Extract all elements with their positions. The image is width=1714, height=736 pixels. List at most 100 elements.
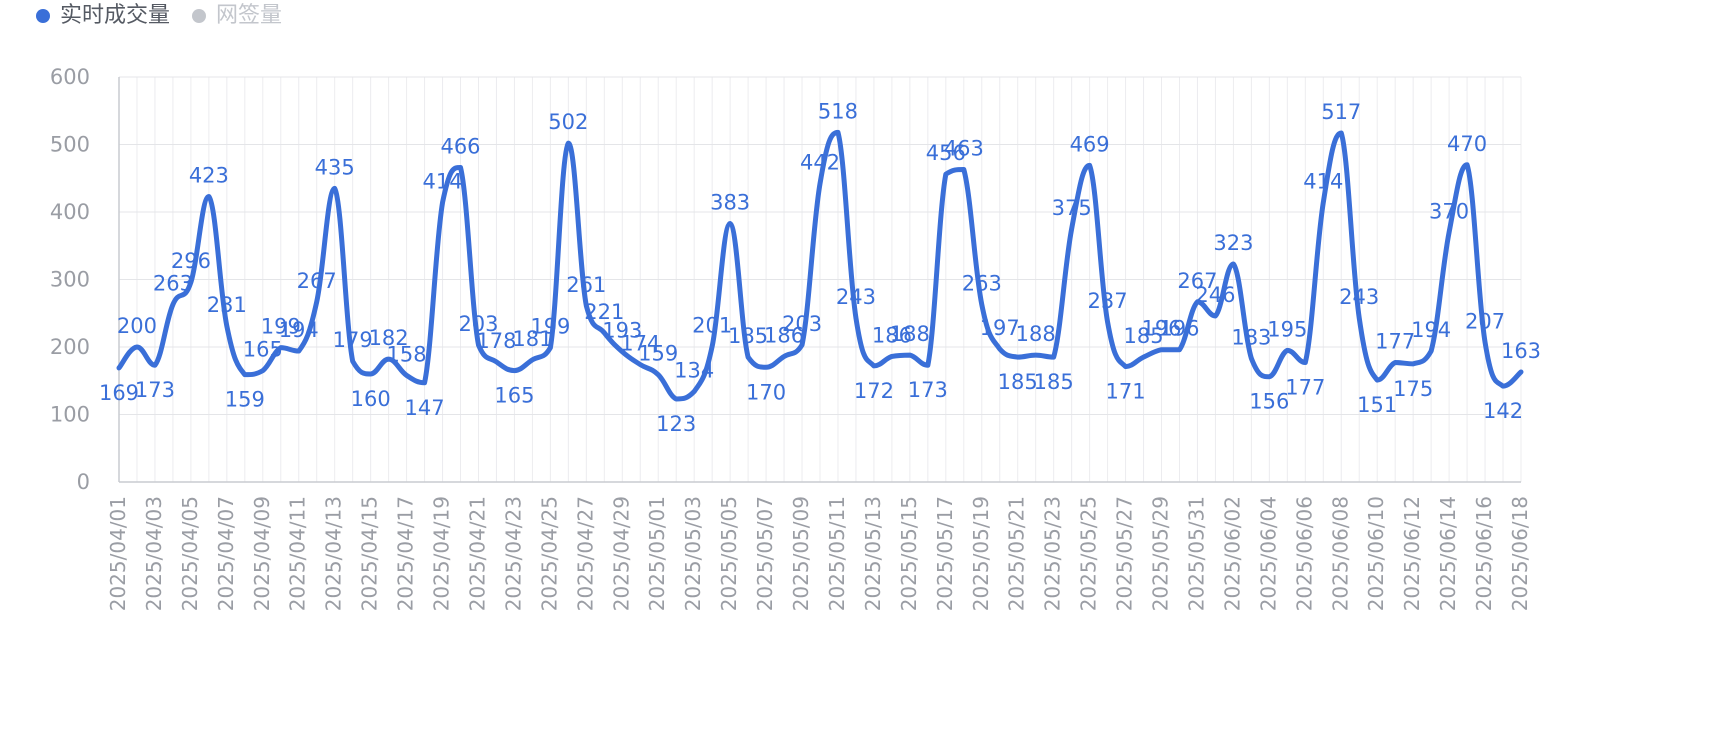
- x-tick-label: 2025/05/31: [1184, 496, 1208, 611]
- data-label: 442: [800, 151, 840, 175]
- x-tick-label: 2025/04/21: [465, 496, 489, 611]
- x-tick-label: 2025/05/29: [1149, 496, 1173, 611]
- data-label: 173: [908, 378, 948, 402]
- data-label: 261: [566, 273, 606, 297]
- data-label: 186: [764, 323, 804, 347]
- legend-marker-realtime-volume: [36, 9, 50, 23]
- x-tick-label: 2025/06/02: [1220, 496, 1244, 611]
- x-tick-label: 2025/04/29: [609, 496, 633, 611]
- y-tick-label: 200: [50, 335, 90, 359]
- data-label: 172: [854, 379, 894, 403]
- data-label: 207: [1465, 309, 1505, 333]
- data-label: 174: [620, 332, 660, 356]
- x-tick-label: 2025/04/15: [358, 496, 382, 611]
- series-layer: [116, 129, 1524, 402]
- data-label: 170: [746, 380, 786, 404]
- x-tick-label: 2025/06/10: [1364, 496, 1388, 611]
- x-tick-label: 2025/04/17: [394, 496, 418, 611]
- data-label: 147: [405, 396, 445, 420]
- x-tick-label: 2025/05/03: [681, 496, 705, 611]
- data-label: 267: [1177, 269, 1217, 293]
- data-label: 186: [872, 323, 912, 347]
- data-label: 179: [333, 328, 373, 352]
- data-label: 188: [890, 322, 930, 346]
- data-label: 470: [1447, 132, 1487, 156]
- x-tick-label: 2025/04/23: [501, 496, 525, 611]
- data-label: 123: [656, 412, 696, 436]
- data-label: 267: [297, 269, 337, 293]
- data-label: 163: [1501, 339, 1541, 363]
- data-label: 414: [422, 170, 462, 194]
- x-tick-label: 2025/06/12: [1400, 496, 1424, 611]
- data-label: 165: [243, 338, 283, 362]
- x-tick-label: 2025/06/18: [1508, 496, 1532, 611]
- x-axis: 2025/04/01 2025/04/03 2025/04/05 2025/04/07…: [106, 481, 1532, 611]
- data-label: 181: [512, 327, 552, 351]
- data-label: 182: [369, 326, 409, 350]
- data-label: 517: [1321, 100, 1361, 124]
- legend-label-realtime-volume: 实时成交量: [60, 3, 171, 28]
- data-label: 243: [1339, 285, 1379, 309]
- legend-item-contract-volume[interactable]: 网签量: [192, 2, 282, 30]
- data-label: 296: [171, 249, 211, 273]
- data-label: 323: [1213, 231, 1253, 255]
- data-label: 193: [602, 319, 642, 343]
- data-label: 178: [476, 329, 516, 353]
- data-label: 159: [638, 342, 678, 366]
- data-label: 195: [1267, 317, 1307, 341]
- data-label: 160: [351, 387, 391, 411]
- data-label: 469: [1070, 132, 1110, 156]
- x-tick-label: 2025/06/16: [1472, 496, 1496, 611]
- data-label: 151: [1357, 393, 1397, 417]
- data-label: 165: [494, 384, 534, 408]
- data-label: 185: [998, 370, 1038, 394]
- legend-marker-contract-volume: [192, 9, 207, 23]
- data-label: 197: [980, 316, 1020, 340]
- data-label: 196: [1141, 317, 1181, 341]
- grid-lines: [118, 76, 1522, 483]
- y-tick-label: 400: [50, 200, 90, 224]
- data-label: 134: [674, 359, 714, 383]
- data-label: 177: [1285, 376, 1325, 400]
- data-label: 200: [117, 314, 157, 338]
- data-label: 199: [530, 315, 570, 339]
- x-tick-label: 2025/04/07: [214, 496, 238, 611]
- x-tick-label: 2025/04/01: [106, 496, 130, 611]
- y-tick-label: 300: [50, 268, 90, 292]
- data-label: 502: [548, 110, 588, 134]
- data-label: 243: [836, 285, 876, 309]
- data-label: 466: [440, 134, 480, 158]
- data-label: 370: [1429, 199, 1469, 223]
- x-tick-label: 2025/05/13: [861, 496, 885, 611]
- x-tick-label: 2025/04/19: [430, 496, 454, 611]
- data-label: 383: [710, 190, 750, 214]
- data-label: 414: [1303, 170, 1343, 194]
- x-tick-label: 2025/06/08: [1328, 496, 1352, 611]
- data-label: 237: [1088, 289, 1128, 313]
- data-label: 456: [926, 141, 966, 165]
- data-label: 185: [728, 324, 768, 348]
- legend-item-realtime-volume[interactable]: 实时成交量: [36, 2, 170, 30]
- data-label: 518: [818, 99, 858, 123]
- x-tick-label: 2025/05/11: [825, 496, 849, 611]
- data-label: 263: [962, 271, 1002, 295]
- data-label: 156: [1249, 390, 1289, 414]
- x-tick-label: 2025/06/06: [1292, 496, 1316, 611]
- series-line-realtime-volume: [116, 129, 1524, 402]
- data-label: 203: [782, 312, 822, 336]
- x-tick-label: 2025/05/15: [897, 496, 921, 611]
- data-label: 201: [692, 313, 732, 337]
- data-label: 231: [207, 293, 247, 317]
- data-label: 185: [1123, 324, 1163, 348]
- data-label: 221: [584, 300, 624, 324]
- x-tick-label: 2025/04/09: [250, 496, 274, 611]
- x-tick-label: 2025/04/25: [537, 496, 561, 611]
- data-label: 188: [1016, 322, 1056, 346]
- data-label: 375: [1052, 196, 1092, 220]
- legend-label-contract-volume: 网签量: [216, 3, 283, 28]
- data-label: 185: [1034, 370, 1074, 394]
- x-tick-label: 2025/06/04: [1256, 496, 1280, 611]
- data-label: 159: [225, 388, 265, 412]
- y-axis: 0 100 200 300 400 500 600: [50, 65, 120, 494]
